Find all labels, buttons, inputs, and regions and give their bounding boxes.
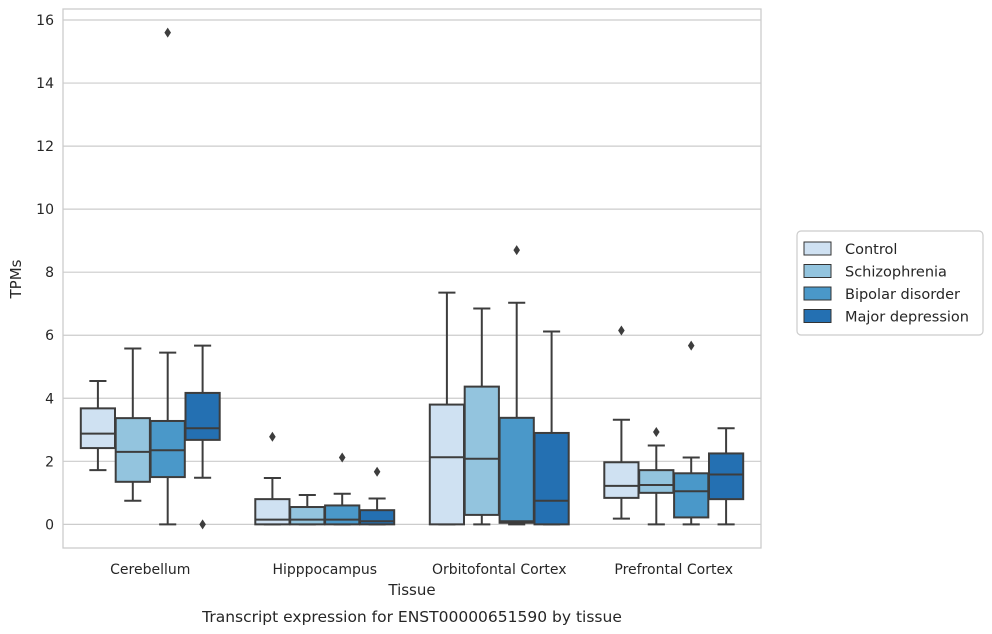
legend-swatch <box>803 241 832 256</box>
x-tick-label: Prefrontal Cortex <box>614 562 733 578</box>
box <box>673 472 710 519</box>
box <box>428 403 466 526</box>
legend-swatch <box>803 286 832 301</box>
box <box>114 417 151 483</box>
legend: Control Schizophrenia Bipolar disorder Majo… <box>796 230 984 336</box>
box <box>358 509 396 526</box>
y-tick-label: 0 <box>45 517 54 533</box>
y-axis-label: TPMs <box>7 259 25 299</box>
x-tick-label: Orbitofontal Cortex <box>432 562 567 578</box>
box-2-2 <box>498 245 535 526</box>
y-tick-label: 10 <box>36 202 54 218</box>
box-3-2 <box>673 340 710 526</box>
outlier-point <box>618 325 625 336</box>
box <box>707 452 745 501</box>
box-3-3 <box>707 427 745 526</box>
legend-swatch <box>803 264 832 278</box>
outlier-point <box>164 27 171 38</box>
box-1-0 <box>254 431 291 526</box>
outlier-point <box>653 427 660 438</box>
box <box>603 461 640 499</box>
box <box>79 407 117 450</box>
legend-label: Bipolar disorder <box>845 287 960 303</box>
legend-label: Schizophrenia <box>845 265 947 281</box>
box <box>638 469 675 494</box>
y-tick-label: 6 <box>45 328 54 344</box>
outlier-point <box>373 466 381 477</box>
outlier-point <box>513 245 520 256</box>
box-plots <box>79 27 745 530</box>
legend-label: Major depression <box>845 310 969 326</box>
y-tick-label: 14 <box>36 76 54 92</box>
box <box>289 506 326 526</box>
outlier-point <box>687 340 695 351</box>
box <box>533 431 570 526</box>
legend-frame <box>796 230 984 336</box>
y-tick-label: 8 <box>45 265 54 281</box>
box-3-0 <box>603 325 640 520</box>
plot-frame <box>62 8 762 549</box>
outlier-point <box>199 519 206 530</box>
grid-lines <box>63 19 761 525</box>
box-1-1 <box>289 494 326 526</box>
x-axis-label: Tissue <box>387 581 435 599</box>
x-tick-label: Cerebellum <box>110 562 190 578</box>
box-2-1 <box>463 307 500 526</box>
y-tick-label: 16 <box>36 13 54 29</box>
legend-label: Control <box>845 242 897 258</box>
box <box>149 419 186 479</box>
y-tick-label: 4 <box>45 391 54 407</box>
outlier-point <box>269 431 276 442</box>
box <box>324 504 361 526</box>
box <box>184 391 221 441</box>
x-tick-label: Hipppocampus <box>272 562 377 578</box>
box-0-2 <box>149 27 186 526</box>
box-0-3 <box>184 344 221 530</box>
y-tick-label: 2 <box>45 454 54 470</box>
legend-swatch <box>803 309 832 323</box>
y-tick-label: 12 <box>36 139 54 155</box>
x-tick-labels: Cerebellum Hipppocampus Orbitofontal Corte… <box>110 562 733 578</box>
box-1-3 <box>358 466 396 526</box>
box <box>463 385 500 516</box>
box-2-3 <box>533 330 570 526</box>
chart-caption: Transcript expression for ENST0000065159… <box>201 608 622 626</box>
box-0-0 <box>79 379 117 472</box>
outlier-point <box>338 452 346 463</box>
box-2-0 <box>428 291 466 526</box>
box-3-1 <box>638 427 675 526</box>
box <box>498 416 535 524</box>
y-tick-labels: 0 2 4 6 8 10 12 14 16 <box>36 13 54 533</box>
